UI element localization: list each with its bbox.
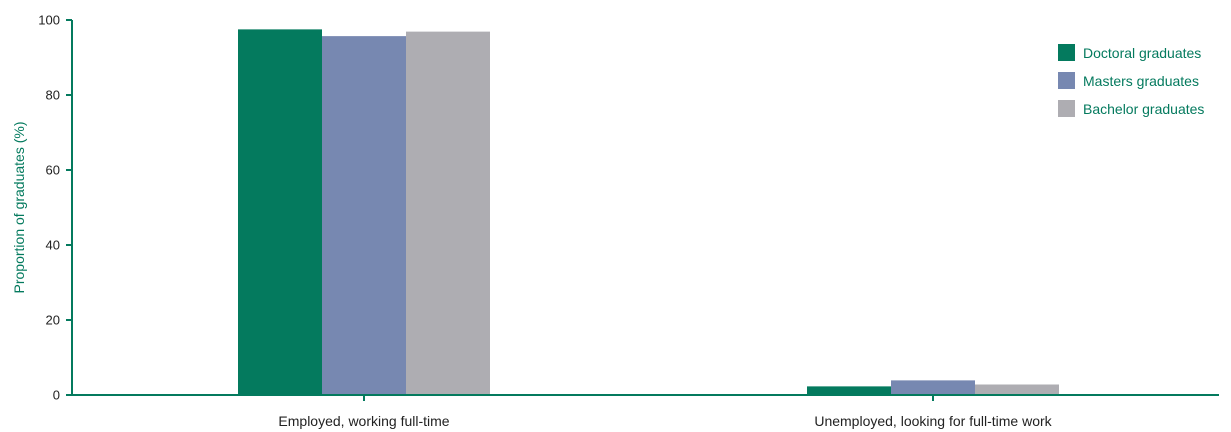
legend-swatch [1058,72,1075,89]
y-tick-label: 60 [46,163,60,178]
legend: Doctoral graduates Masters graduates Bache… [1058,44,1204,117]
bar-2-masters-graduates [891,380,975,395]
x-category-label: Unemployed, looking for full-time work [814,413,1052,429]
legend-label: Bachelor graduates [1083,101,1204,117]
bar-2-doctoral-graduates [807,386,891,395]
y-tick-label: 20 [46,313,60,328]
y-tick-label: 100 [38,13,60,28]
x-ticks-group: Employed, working full-time Unemployed, l… [278,395,1053,429]
axes-group [71,20,1219,396]
bar-1-masters-graduates [322,36,406,395]
legend-swatch [1058,100,1075,117]
y-tick-label: 80 [46,88,60,103]
y-axis-title: Proportion of graduates (%) [11,122,27,294]
bar-1-bachelor-graduates [406,31,490,395]
y-ticks-group: 0 20 40 60 80 100 [38,13,72,403]
bar-2-bachelor-graduates [975,384,1059,395]
bar-1-doctoral-graduates [238,29,322,395]
legend-label: Doctoral graduates [1083,45,1201,61]
legend-swatch [1058,44,1075,61]
legend-label: Masters graduates [1083,73,1199,89]
y-tick-label: 0 [53,388,60,403]
bars-group [238,29,1059,395]
y-tick-label: 40 [46,238,60,253]
x-category-label: Employed, working full-time [278,413,449,429]
